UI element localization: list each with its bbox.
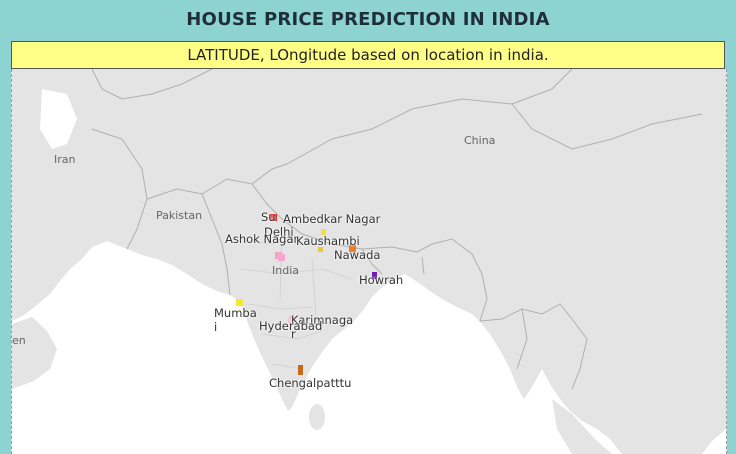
city-label-howrah: Howrah bbox=[359, 273, 404, 287]
page-title: HOUSE PRICE PREDICTION IN INDIA bbox=[186, 9, 550, 30]
basemap bbox=[12, 69, 726, 454]
country-label-pakistan: Pakistan bbox=[156, 209, 203, 222]
marker-nawada[interactable] bbox=[349, 245, 356, 252]
marker-ambedkar-nagar[interactable] bbox=[321, 229, 326, 235]
map-canvas[interactable]: Iran Pakistan India China en Su Delhi Am… bbox=[11, 69, 727, 454]
city-label-ambedkar-nagar: Ambedkar Nagar bbox=[283, 212, 381, 226]
city-label-surat: Su bbox=[261, 210, 276, 224]
marker-hyderabad[interactable] bbox=[288, 319, 293, 324]
marker-ashok-nagar[interactable] bbox=[278, 254, 285, 261]
city-label-hyderabad: Hyderabad bbox=[259, 319, 323, 333]
city-label-nawada: Nawada bbox=[334, 248, 381, 262]
city-label-ashok-nagar: Ashok Nagar bbox=[225, 232, 299, 246]
country-label-edge: en bbox=[12, 334, 26, 347]
map-subtitle: LATITUDE, LOngitude based on location in… bbox=[11, 41, 725, 69]
marker-mumbai[interactable] bbox=[236, 299, 243, 306]
country-label-china: China bbox=[464, 134, 496, 147]
marker-kaushambi[interactable] bbox=[318, 247, 323, 252]
city-label-karimnagar: Karimnaga r bbox=[291, 313, 354, 341]
city-label-chengalpattu: Chengalpatttu bbox=[269, 376, 352, 390]
marker-chengalpattu[interactable] bbox=[298, 365, 303, 375]
country-label-iran: Iran bbox=[54, 153, 76, 166]
marker-howrah[interactable] bbox=[372, 272, 377, 279]
marker-surat[interactable] bbox=[270, 214, 277, 221]
city-label-mumbai: Mumba i bbox=[214, 306, 257, 334]
city-label-kaushambi: Kaushambi bbox=[296, 234, 360, 248]
country-label-india: India bbox=[272, 264, 299, 277]
city-label-delhi: Delhi bbox=[264, 225, 294, 239]
